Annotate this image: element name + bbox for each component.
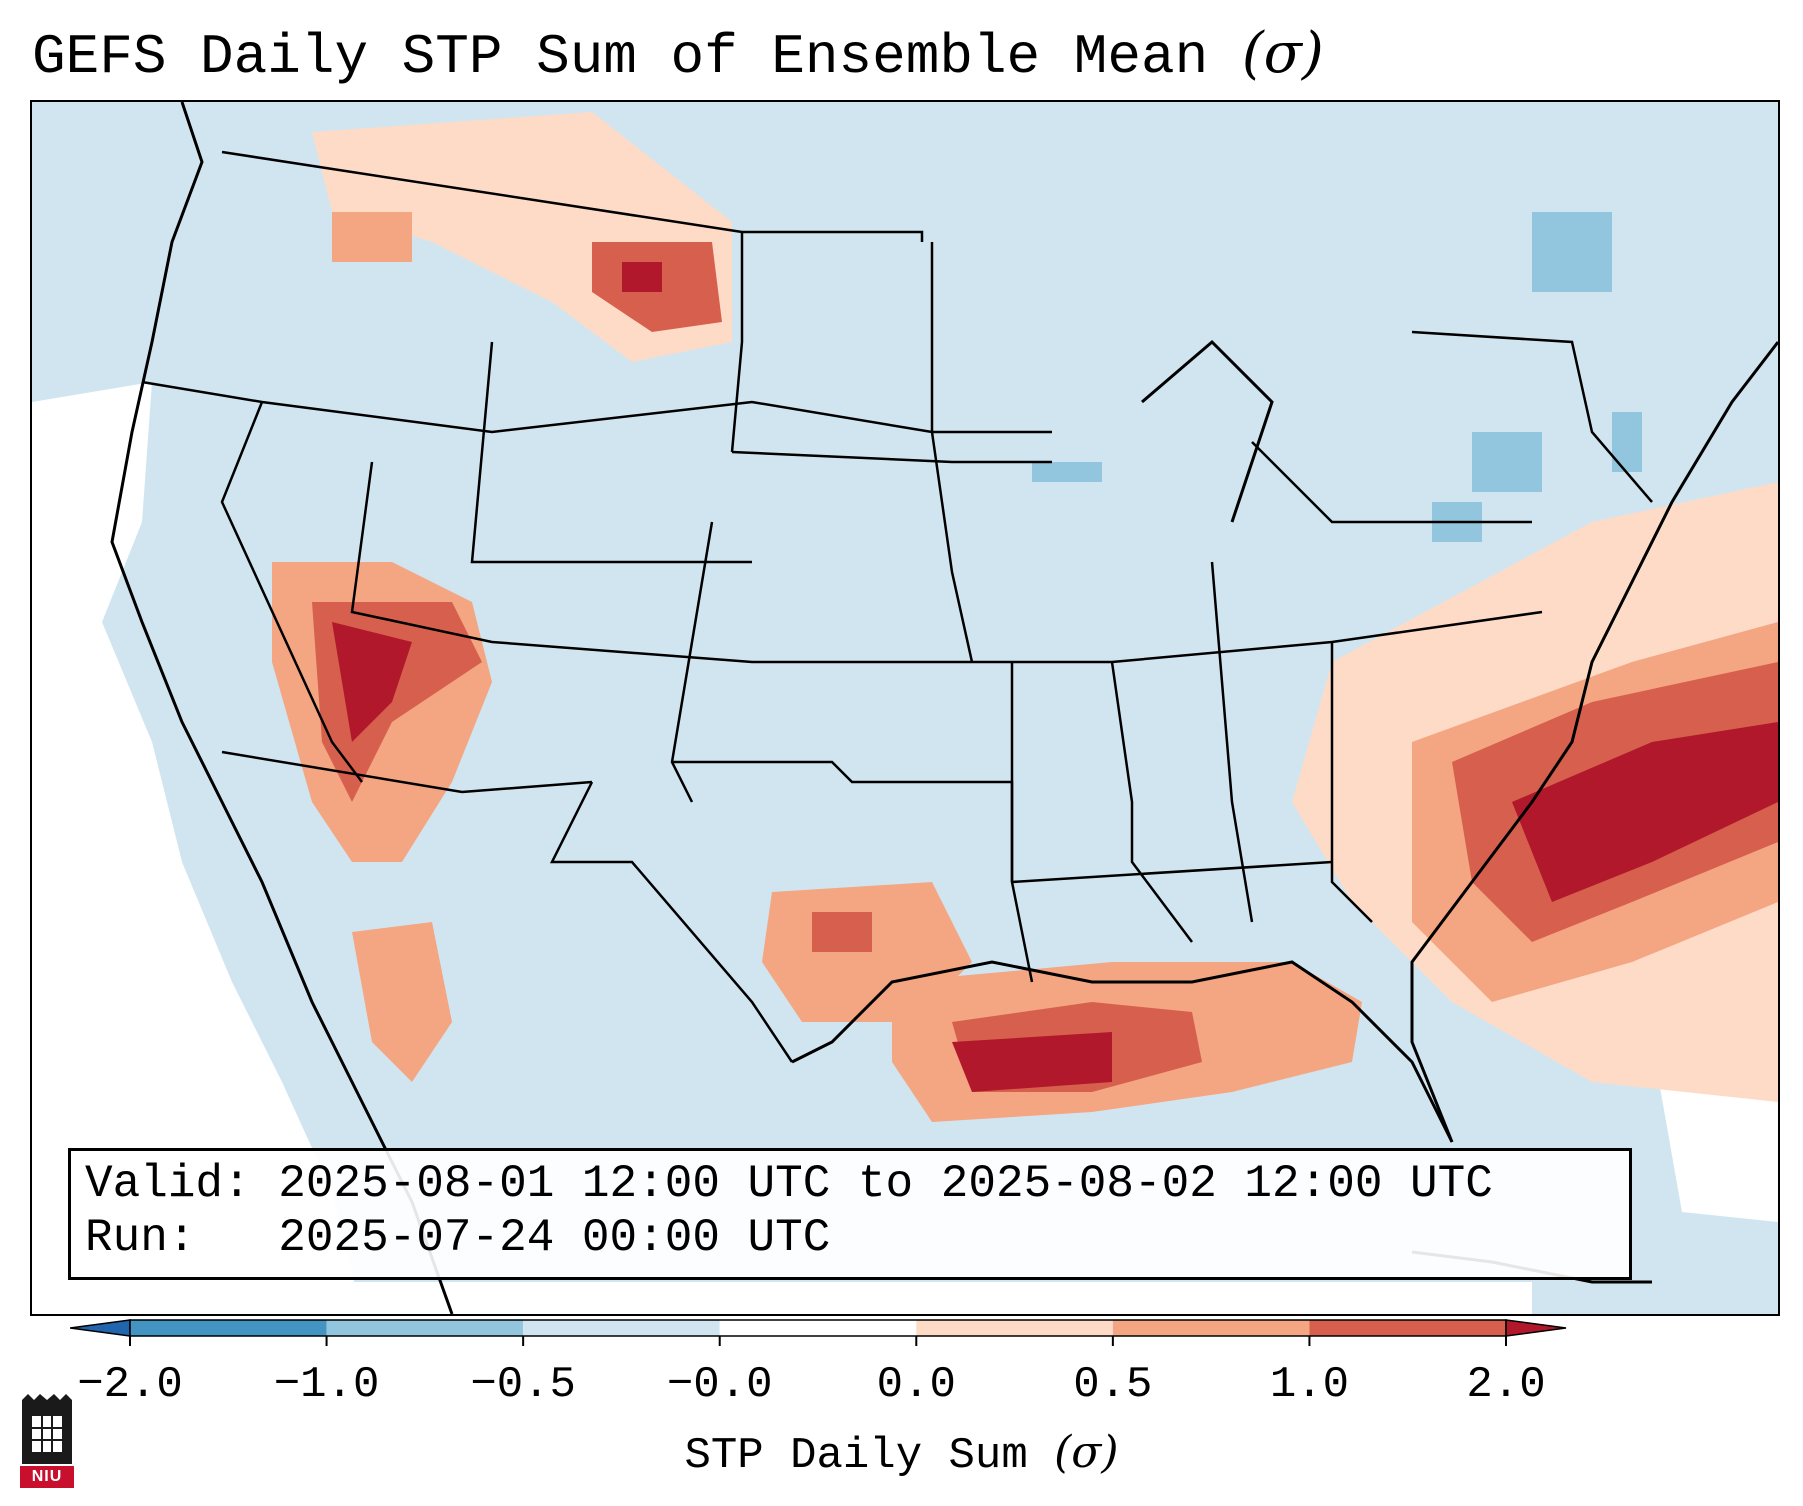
georgia-line xyxy=(1330,642,1373,923)
gulf-states-line xyxy=(1011,860,1333,884)
colorbar-label: STP Daily Sum (σ) xyxy=(0,1427,1803,1482)
arkansas-louisiana-line xyxy=(1010,662,1034,983)
superior-blue-patch xyxy=(1032,462,1102,482)
maine-blue-patch xyxy=(1612,412,1642,472)
gulf-max xyxy=(952,1032,1112,1092)
colorbar-outline xyxy=(129,1319,1507,1337)
colorbar-bin xyxy=(1112,1320,1310,1336)
validity-info-box: Valid: 2025-08-01 12:00 UTC to 2025-08-0… xyxy=(68,1148,1632,1280)
valid-label: Valid: xyxy=(85,1158,251,1210)
dakota-line xyxy=(730,232,744,453)
colorado-border-line xyxy=(670,521,714,803)
southern-nevada-max xyxy=(332,622,412,742)
colorbar-extend-low xyxy=(70,1319,131,1337)
alabama-line xyxy=(1210,561,1254,923)
run-label: Run: xyxy=(85,1212,196,1264)
negative-anomaly-patches xyxy=(1032,212,1642,542)
title-text: GEFS Daily STP Sum of Ensemble Mean xyxy=(32,25,1209,89)
colorbar-tick-label: 1.0 xyxy=(1269,1360,1350,1410)
colorbar-tick-label: −1.0 xyxy=(273,1360,380,1410)
colorbar-extend-high xyxy=(1505,1319,1567,1337)
colorbar-tick-label: 0.0 xyxy=(876,1360,956,1410)
north-states-line xyxy=(141,380,1052,434)
map-canvas xyxy=(32,102,1778,1314)
colorbar-bin xyxy=(326,1320,524,1336)
colorbar-tick-label: 2.0 xyxy=(1466,1360,1546,1410)
atlantic-coastline xyxy=(1410,341,1778,1143)
texas-strong xyxy=(812,912,872,952)
colorbar-label-text: STP Daily Sum xyxy=(684,1431,1028,1481)
run-value: 2025-07-24 00:00 UTC xyxy=(278,1212,831,1264)
mexico-west-border-line xyxy=(221,750,593,794)
colorbar-bin xyxy=(719,1320,917,1336)
colorbar-tick-label: −0.0 xyxy=(666,1360,773,1410)
colorbar-bin xyxy=(1309,1320,1506,1336)
positive-anomaly-patches xyxy=(272,112,1778,1122)
mississippi-line xyxy=(1110,661,1193,943)
great-lakes-outline xyxy=(1141,339,1274,523)
colorbar-tick-label: −0.5 xyxy=(470,1360,576,1410)
central-latitude-line xyxy=(350,461,1543,664)
ontario-blue-patch xyxy=(1472,432,1542,492)
pacific-coastline xyxy=(110,102,454,1314)
boundary-lines xyxy=(141,150,1653,1063)
atlantic-max xyxy=(1512,722,1778,902)
niu-logo: NIU xyxy=(18,1392,76,1488)
ohio-valley-line xyxy=(1251,441,1532,524)
colorbar-tick-label: 0.5 xyxy=(1073,1360,1153,1410)
baja-patch xyxy=(352,922,452,1082)
minnesota-iowa-line xyxy=(930,242,974,663)
northeast-border-line xyxy=(1411,330,1653,503)
colorbar-bin xyxy=(523,1320,720,1336)
caribbean-white-region xyxy=(352,1282,1532,1314)
wyoming-border-line xyxy=(470,341,752,564)
colorbar xyxy=(70,1319,1567,1346)
run-row: Run: 2025-07-24 00:00 UTC xyxy=(85,1211,1615,1265)
pacific-white-region xyxy=(32,382,362,1314)
map-title: GEFS Daily STP Sum of Ensemble Mean (σ) xyxy=(32,21,1324,90)
montana-strong xyxy=(622,262,662,292)
valid-row: Valid: 2025-08-01 12:00 UTC to 2025-08-0… xyxy=(85,1157,1615,1211)
oklahoma-line xyxy=(672,760,1014,882)
colorbar-bin xyxy=(916,1320,1113,1336)
gulf-coastline xyxy=(791,960,1454,1143)
title-sigma: (σ) xyxy=(1241,21,1324,86)
nevada-border-line xyxy=(220,401,363,783)
colorbar-bin xyxy=(130,1320,327,1336)
nebraska-line xyxy=(731,450,1052,464)
niu-logo-text: NIU xyxy=(20,1466,74,1488)
canada-border-line xyxy=(221,150,924,242)
idaho-panhandle-patch xyxy=(332,212,412,262)
rio-grande-line xyxy=(549,781,794,1063)
castle-icon xyxy=(22,1394,72,1464)
quebec-blue-patch xyxy=(1532,212,1612,292)
colorbar-tick-label: −2.0 xyxy=(77,1360,183,1410)
map-panel xyxy=(30,100,1780,1316)
colorbar-label-sigma: (σ) xyxy=(1054,1427,1119,1478)
valid-value: 2025-08-01 12:00 UTC to 2025-08-02 12:00… xyxy=(278,1158,1493,1210)
